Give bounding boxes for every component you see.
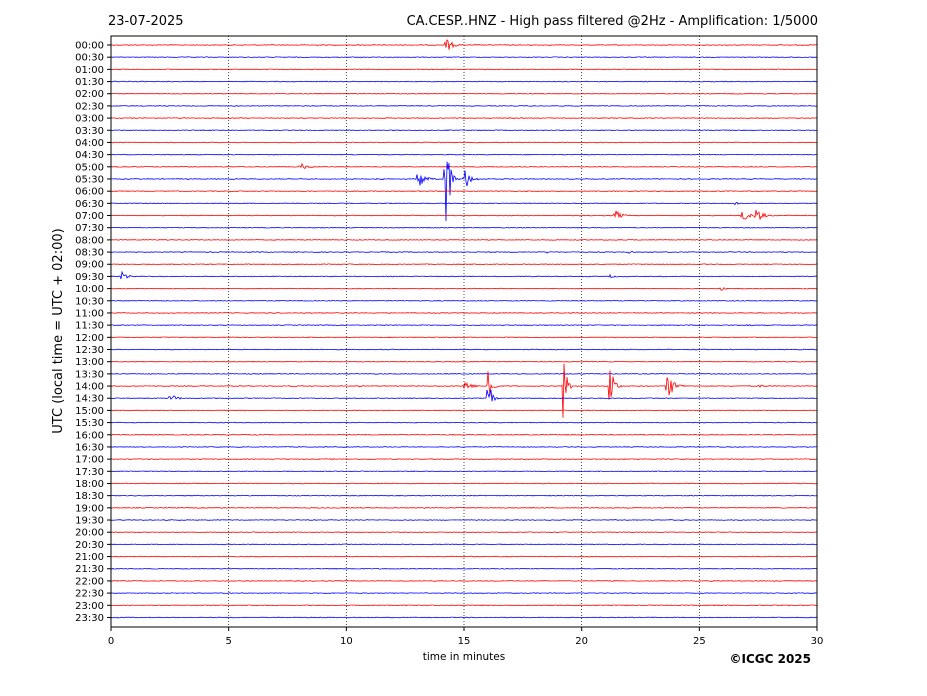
trace-line xyxy=(110,141,818,144)
y-tick-label: 06:00 xyxy=(75,187,104,198)
x-tick-label: 30 xyxy=(811,636,824,647)
trace-line xyxy=(110,38,818,50)
y-tick-label: 22:00 xyxy=(75,576,104,587)
x-tick-label: 0 xyxy=(108,636,114,647)
trace-line xyxy=(110,389,818,402)
y-tick-label: 07:30 xyxy=(75,223,104,234)
y-tick-label: 20:00 xyxy=(75,528,104,539)
y-tick-label: 00:30 xyxy=(75,53,104,64)
y-tick-label: 16:30 xyxy=(75,442,104,453)
trace-line xyxy=(110,209,818,220)
trace-line xyxy=(110,324,818,327)
y-tick-label: 11:00 xyxy=(75,308,104,319)
y-tick-label: 00:00 xyxy=(75,41,104,52)
y-tick-label: 06:30 xyxy=(75,199,104,210)
y-tick-label: 02:00 xyxy=(75,89,104,100)
trace-line xyxy=(110,616,818,619)
y-tick-label: 14:30 xyxy=(75,394,104,405)
trace-line xyxy=(110,226,817,229)
y-tick-label: 16:00 xyxy=(75,430,104,441)
vertical-gridlines xyxy=(228,36,700,627)
trace-line xyxy=(110,567,818,570)
y-tick-label: 01:00 xyxy=(75,65,104,76)
y-tick-label: 21:30 xyxy=(75,564,104,575)
y-tick-label: 03:00 xyxy=(75,114,104,125)
y-tick-label: 15:00 xyxy=(75,406,104,417)
trace-line xyxy=(110,543,818,546)
chart-date: 23-07-2025 xyxy=(108,14,184,29)
x-tick-label: 5 xyxy=(225,636,231,647)
y-tick-label: 09:00 xyxy=(75,260,104,271)
y-tick-label: 01:30 xyxy=(75,77,104,88)
trace-line xyxy=(110,161,818,222)
trace-line xyxy=(110,336,817,339)
y-tick-label: 19:00 xyxy=(75,503,104,514)
trace-line xyxy=(110,129,818,132)
copyright-text: ©ICGC 2025 xyxy=(729,652,811,666)
trace-line xyxy=(110,201,818,206)
trace-line xyxy=(110,117,818,119)
trace-line xyxy=(110,190,817,192)
y-tick-label: 13:30 xyxy=(75,369,104,380)
trace-line xyxy=(110,409,818,412)
y-tick-label: 04:00 xyxy=(75,138,104,149)
trace-line xyxy=(110,580,818,582)
trace-line xyxy=(110,604,818,607)
trace-line xyxy=(110,363,818,418)
x-tick-label: 20 xyxy=(575,636,588,647)
trace-line xyxy=(110,162,817,169)
y-tick-label: 23:30 xyxy=(75,613,104,624)
y-tick-label: 12:00 xyxy=(75,333,104,344)
y-tick-label: 02:30 xyxy=(75,101,104,112)
x-axis-label: time in minutes xyxy=(423,651,505,663)
trace-line xyxy=(110,531,818,533)
y-tick-label: 18:00 xyxy=(75,479,104,490)
y-tick-label: 23:00 xyxy=(75,601,104,612)
y-tick-label: 15:30 xyxy=(75,418,104,429)
y-tick-label: 08:00 xyxy=(75,235,104,246)
y-tick-label: 08:30 xyxy=(75,248,104,259)
trace-line xyxy=(110,360,818,363)
trace-line xyxy=(110,312,818,314)
y-tick-label: 17:00 xyxy=(75,455,104,466)
trace-line xyxy=(110,153,817,156)
trace-line xyxy=(110,446,818,448)
y-tick-label: 10:00 xyxy=(75,284,104,295)
y-tick-label: 09:30 xyxy=(75,272,104,283)
chart-title: CA.CESP..HNZ - High pass filtered @2Hz -… xyxy=(407,14,818,29)
y-tick-label: 04:30 xyxy=(75,150,104,161)
y-tick-label: 20:30 xyxy=(75,540,104,551)
y-tick-label: 19:30 xyxy=(75,516,104,527)
trace-line xyxy=(110,592,818,594)
y-tick-label: 21:00 xyxy=(75,552,104,563)
trace-line xyxy=(110,348,818,351)
y-tick-label: 13:00 xyxy=(75,357,104,368)
y-axis-label: UTC (local time = UTC + 02:00) xyxy=(51,228,66,433)
trace-line xyxy=(110,421,818,424)
trace-line xyxy=(110,373,818,375)
y-tick-label: 03:30 xyxy=(75,126,104,137)
trace-line xyxy=(110,519,817,521)
trace-line xyxy=(110,433,817,436)
y-tick-label: 07:00 xyxy=(75,211,104,222)
y-tick-label: 18:30 xyxy=(75,491,104,502)
y-tick-label: 12:30 xyxy=(75,345,104,356)
y-tick-label: 14:00 xyxy=(75,382,104,393)
y-tick-label: 05:30 xyxy=(75,174,104,185)
x-tick-label: 25 xyxy=(693,636,706,647)
y-tick-label: 11:30 xyxy=(75,321,104,332)
y-tick-label: 05:00 xyxy=(75,162,104,173)
x-tick-label: 10 xyxy=(340,636,353,647)
plot-frame xyxy=(110,35,818,628)
y-tick-label: 17:30 xyxy=(75,467,104,478)
y-tick-label: 22:30 xyxy=(75,589,104,600)
trace-line xyxy=(110,555,817,558)
y-tick-label: 10:30 xyxy=(75,296,104,307)
x-tick-label: 15 xyxy=(458,636,471,647)
